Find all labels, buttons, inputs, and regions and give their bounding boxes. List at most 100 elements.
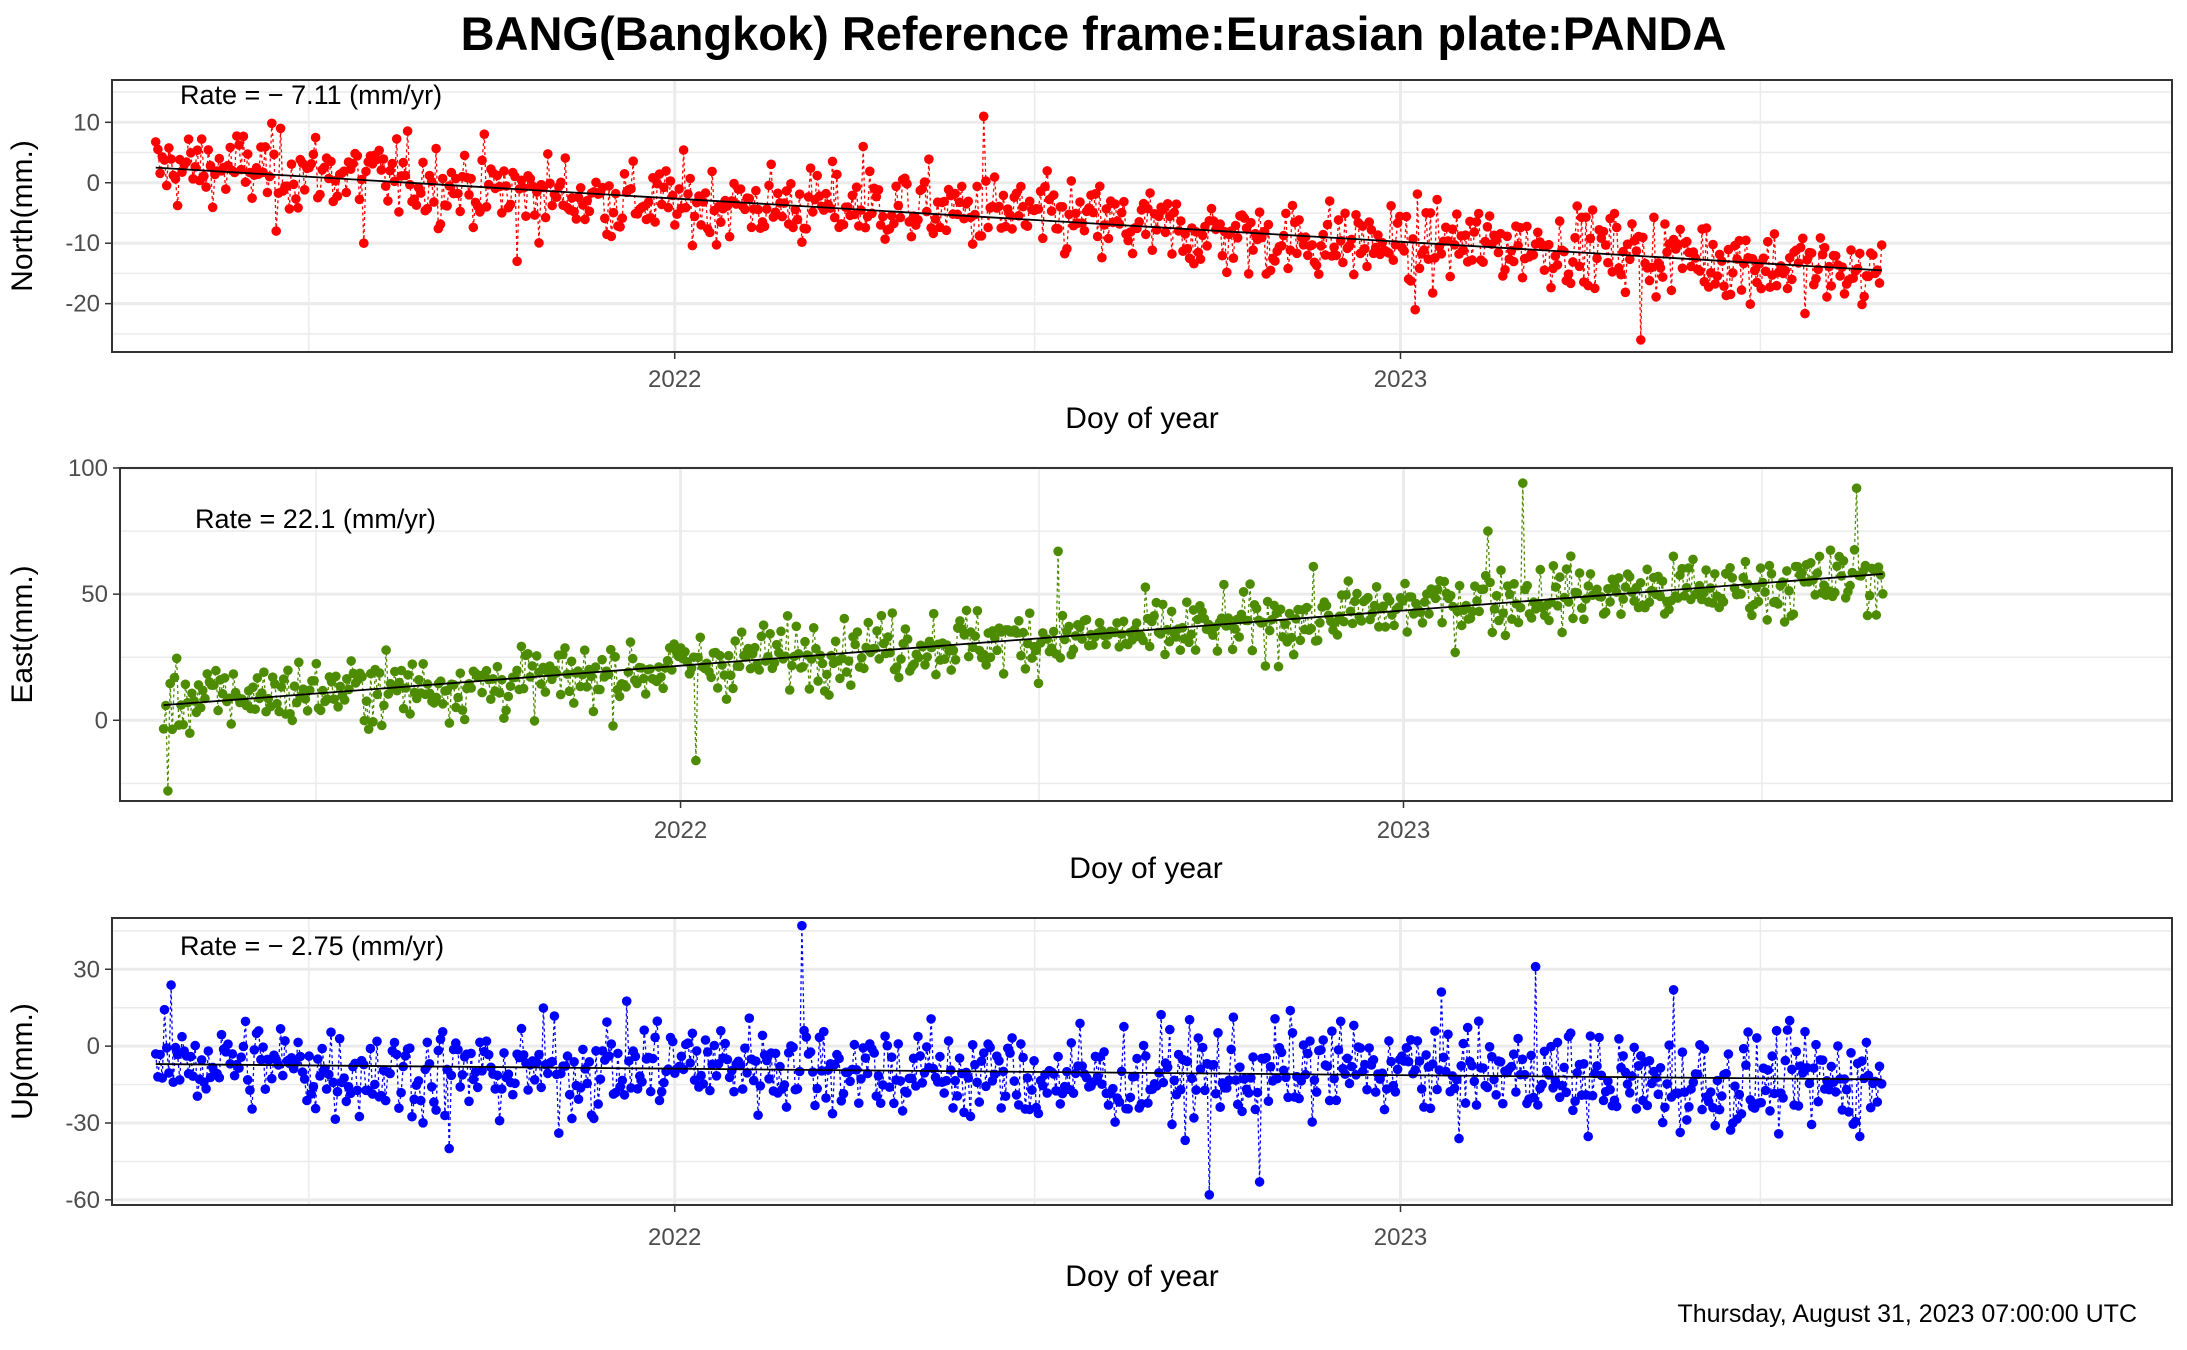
data-point [455, 668, 466, 678]
data-point [569, 1057, 579, 1067]
data-point [1496, 565, 1506, 575]
data-point [1873, 562, 1884, 572]
x-tick-label: 2022 [648, 366, 701, 393]
data-point [1603, 1076, 1613, 1086]
data-point [771, 639, 782, 650]
data-point [180, 679, 191, 690]
data-point [341, 187, 352, 198]
data-point [1752, 1033, 1762, 1043]
data-point [1574, 261, 1585, 272]
data-point [163, 786, 173, 796]
data-point [1167, 1119, 1177, 1130]
data-point [1780, 1055, 1791, 1066]
data-point [477, 687, 487, 698]
data-point [681, 202, 691, 213]
data-point [702, 1047, 713, 1057]
data-point [1616, 609, 1626, 619]
data-point [1734, 1089, 1745, 1100]
data-point [906, 1073, 917, 1084]
data-point [1452, 209, 1462, 219]
data-point [198, 685, 208, 696]
data-point [499, 166, 509, 176]
data-point [687, 240, 698, 251]
data-point [924, 154, 934, 164]
data-point [192, 145, 203, 155]
data-point [1535, 564, 1546, 575]
data-point [213, 705, 223, 716]
data-point [1138, 635, 1148, 646]
data-point [201, 182, 211, 192]
data-point [1425, 1103, 1436, 1114]
data-point [1592, 1061, 1602, 1071]
data-point [370, 1079, 380, 1090]
data-point [758, 620, 769, 630]
data-point [1660, 219, 1670, 229]
data-point [1287, 200, 1298, 211]
data-point [1311, 1087, 1322, 1097]
data-point [164, 1068, 174, 1078]
data-point [1273, 661, 1284, 672]
data-point [1631, 1104, 1642, 1114]
data-point [1762, 615, 1772, 625]
data-point [1483, 526, 1493, 536]
y-axis-title: North(mm.) [6, 140, 39, 292]
data-point [505, 681, 516, 691]
data-point [1169, 1075, 1179, 1086]
data-point [1312, 635, 1323, 646]
data-point [1149, 611, 1159, 621]
data-point [1412, 1036, 1423, 1046]
data-point [433, 1045, 444, 1056]
data-point [166, 980, 176, 990]
data-point [1264, 625, 1275, 636]
data-point [659, 182, 669, 193]
data-point [1830, 1087, 1841, 1097]
data-point [963, 1073, 974, 1083]
data-point [192, 1091, 203, 1101]
data-point [952, 1091, 963, 1101]
data-point [543, 1068, 553, 1079]
x-axis-title: Doy of year [1065, 402, 1218, 435]
data-point [374, 145, 385, 156]
data-point [1804, 1078, 1815, 1089]
data-point [579, 645, 590, 655]
data-point [711, 240, 722, 250]
data-point [1119, 196, 1129, 207]
data-point [564, 1089, 575, 1100]
data-point [619, 169, 630, 179]
data-point [1386, 1056, 1396, 1067]
data-point [1863, 1070, 1874, 1081]
panel-border [119, 467, 2173, 802]
data-point [264, 171, 275, 182]
data-point [1053, 224, 1063, 234]
data-point [985, 652, 996, 663]
data-point [416, 1095, 426, 1106]
data-point [203, 1046, 214, 1056]
data-point [1566, 551, 1576, 561]
data-point [1165, 1024, 1175, 1035]
data-point [1592, 253, 1602, 264]
data-point [610, 188, 621, 199]
data-point [847, 190, 858, 201]
data-point [1401, 211, 1412, 222]
data-point [365, 1043, 376, 1054]
data-point [700, 1035, 711, 1045]
data-point [1857, 1056, 1867, 1066]
data-point [1825, 545, 1836, 555]
y-tick-label: 0 [87, 170, 100, 197]
data-point [1832, 561, 1842, 571]
data-point [1412, 189, 1423, 199]
data-point [1099, 1047, 1109, 1057]
data-point [442, 201, 452, 211]
data-point [258, 1042, 268, 1052]
data-point [1699, 1044, 1710, 1054]
data-point [659, 1077, 669, 1088]
data-point [1171, 632, 1181, 642]
data-point [1329, 1073, 1339, 1084]
data-point [1563, 597, 1574, 607]
data-point [569, 698, 579, 708]
data-point [1819, 242, 1830, 253]
data-point [1849, 545, 1860, 555]
data-point [889, 218, 899, 229]
data-point [875, 1098, 886, 1108]
data-point [164, 143, 174, 153]
